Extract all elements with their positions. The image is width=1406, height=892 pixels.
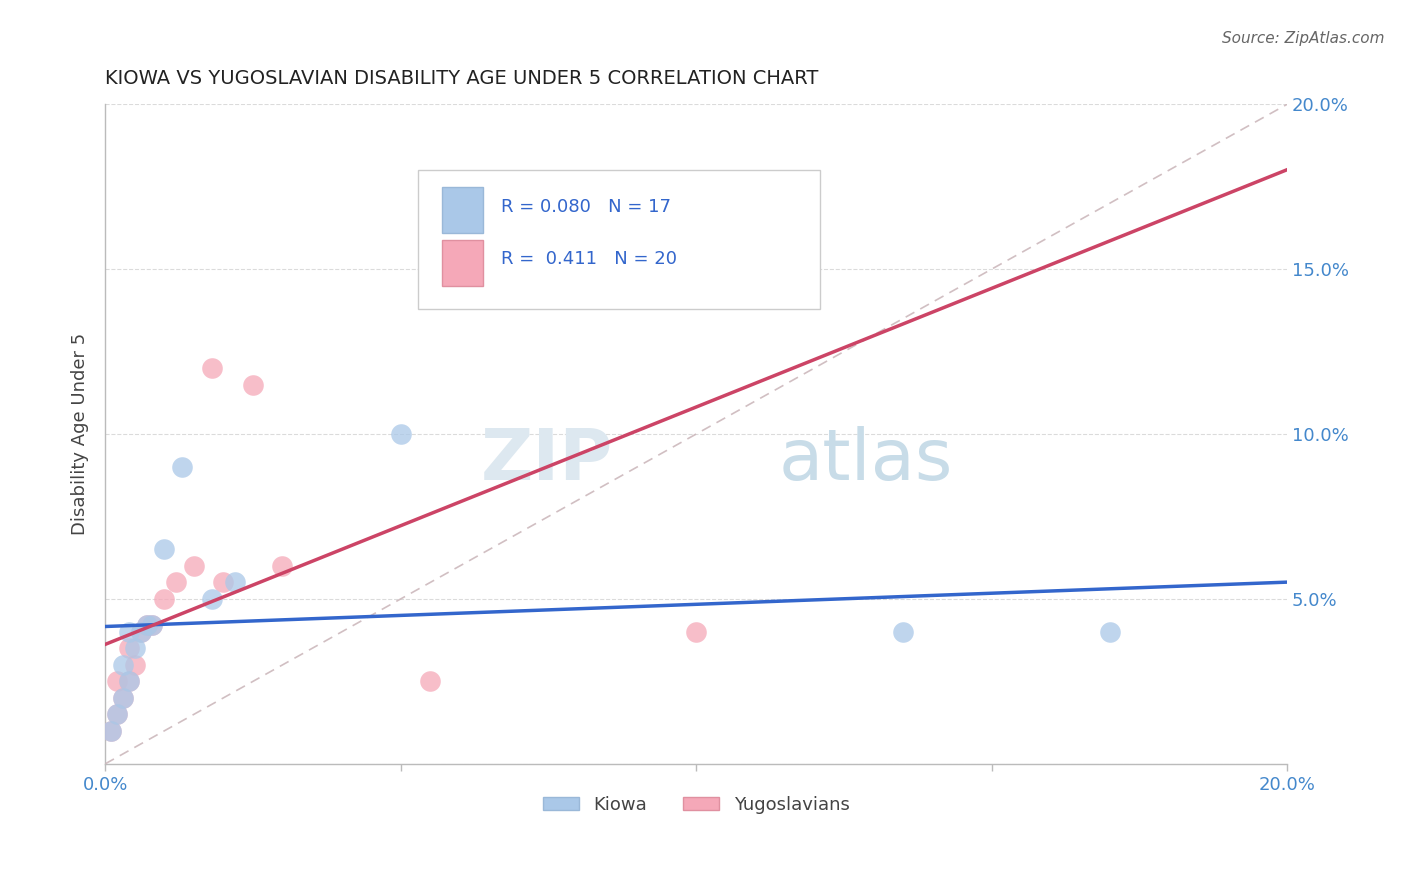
Point	[100, 723, 122, 738]
Point	[685, 624, 707, 639]
Point	[118, 674, 141, 689]
Point	[124, 657, 146, 672]
Legend: Kiowa, Yugoslavians: Kiowa, Yugoslavians	[536, 789, 856, 821]
Point	[111, 657, 134, 672]
Point	[153, 542, 176, 557]
Point	[242, 377, 264, 392]
Point	[100, 723, 122, 738]
Point	[135, 618, 157, 632]
Point	[183, 559, 205, 574]
Point	[129, 624, 152, 639]
Point	[389, 427, 412, 442]
Point	[135, 618, 157, 632]
Text: R = 0.080   N = 17: R = 0.080 N = 17	[501, 197, 671, 216]
Point	[200, 591, 222, 606]
Point	[118, 624, 141, 639]
Point	[111, 690, 134, 705]
Point	[1098, 624, 1121, 639]
Point	[105, 674, 128, 689]
Point	[105, 707, 128, 722]
Point	[129, 624, 152, 639]
Bar	[441, 240, 484, 285]
Text: KIOWA VS YUGOSLAVIAN DISABILITY AGE UNDER 5 CORRELATION CHART: KIOWA VS YUGOSLAVIAN DISABILITY AGE UNDE…	[105, 69, 818, 87]
Point	[419, 674, 441, 689]
Text: Source: ZipAtlas.com: Source: ZipAtlas.com	[1222, 31, 1385, 46]
Point	[165, 575, 187, 590]
Point	[200, 361, 222, 376]
Text: atlas: atlas	[779, 426, 953, 495]
Point	[118, 641, 141, 656]
Point	[271, 559, 294, 574]
Point	[891, 624, 914, 639]
Point	[212, 575, 235, 590]
Point	[124, 641, 146, 656]
Text: R =  0.411   N = 20: R = 0.411 N = 20	[501, 251, 678, 268]
Point	[118, 674, 141, 689]
Text: ZIP: ZIP	[481, 426, 613, 495]
Point	[141, 618, 163, 632]
Point	[111, 690, 134, 705]
Point	[153, 591, 176, 606]
FancyBboxPatch shape	[419, 170, 820, 309]
Point	[141, 618, 163, 632]
Point	[744, 179, 766, 194]
Point	[105, 707, 128, 722]
Point	[170, 460, 193, 475]
Y-axis label: Disability Age Under 5: Disability Age Under 5	[72, 333, 89, 535]
Point	[224, 575, 246, 590]
Bar	[441, 186, 484, 233]
